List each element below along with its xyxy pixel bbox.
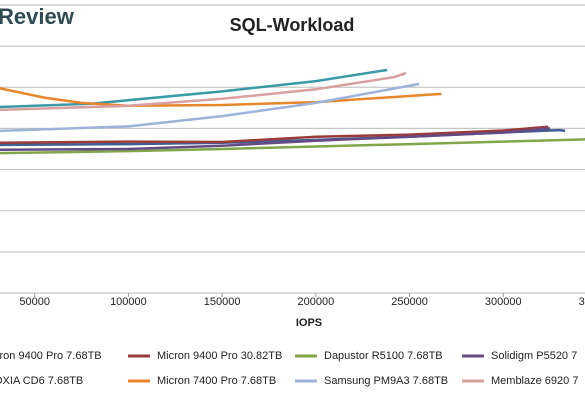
legend-label: OXIA CD6 7.68TB bbox=[0, 375, 83, 387]
chart-title: SQL-Workload bbox=[230, 15, 355, 35]
x-tick-label: 300000 bbox=[485, 296, 522, 308]
series-line bbox=[0, 138, 585, 155]
legend-label: Dapustor R5100 7.68TB bbox=[324, 350, 443, 362]
legend-label: Solidigm P5520 7 bbox=[491, 350, 577, 362]
x-tick-label: 200000 bbox=[297, 296, 334, 308]
series-line bbox=[0, 125, 549, 145]
x-tick-label: 50000 bbox=[19, 296, 50, 308]
x-tick-label: 150000 bbox=[204, 296, 241, 308]
x-tick-label: 100000 bbox=[110, 296, 147, 308]
series-line bbox=[0, 68, 388, 109]
x-tick-label: 350000 bbox=[579, 296, 585, 308]
legend-label: Micron 9400 Pro 30.82TB bbox=[157, 350, 282, 362]
legend-label: Samsung PM9A3 7.68TB bbox=[324, 375, 448, 387]
series-line bbox=[0, 82, 420, 133]
series-line bbox=[0, 71, 407, 112]
legend-label: Micron 7400 Pro 7.68TB bbox=[157, 375, 276, 387]
legend-label: cron 9400 Pro 7.68TB bbox=[0, 350, 102, 362]
legend-label: Memblaze 6920 7 bbox=[491, 375, 578, 387]
x-axis-label: IOPS bbox=[296, 317, 322, 329]
brand: Review bbox=[0, 4, 75, 29]
series-line bbox=[0, 127, 551, 152]
x-tick-label: 250000 bbox=[391, 296, 428, 308]
